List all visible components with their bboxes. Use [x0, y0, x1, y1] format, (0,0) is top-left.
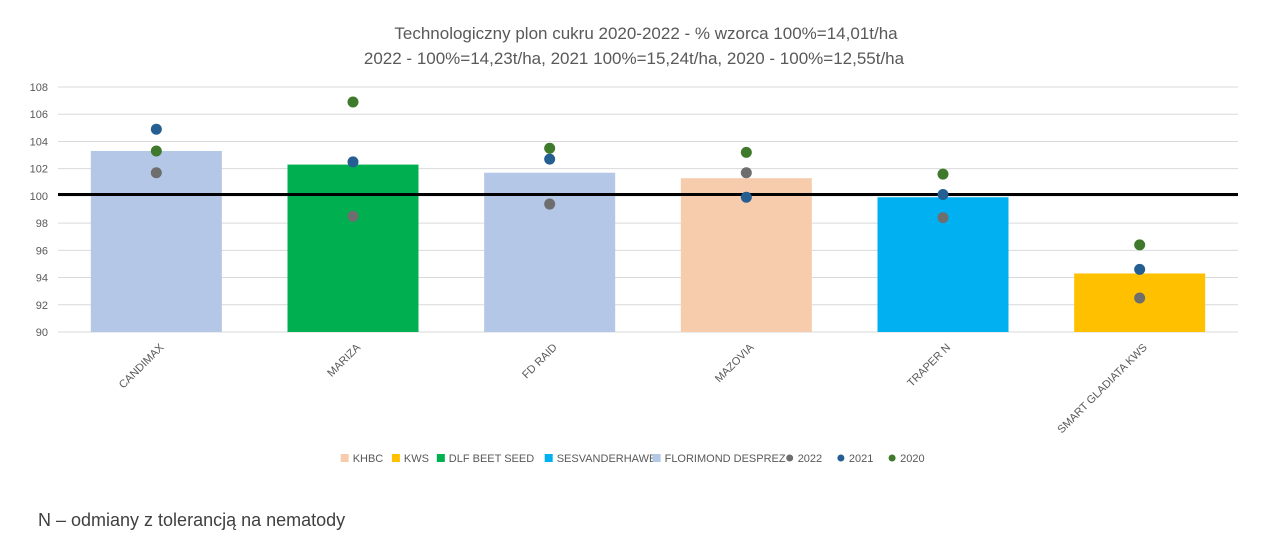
- y-tick-label: 108: [30, 82, 48, 94]
- y-axis: 90 92 94 96 98 100 102 104 106 108: [30, 82, 48, 339]
- legend-label: 2021: [849, 453, 873, 465]
- point-2022: [1134, 292, 1146, 304]
- point-2020: [937, 168, 949, 180]
- legend-dot: [888, 454, 896, 462]
- footnote: N – odmiany z tolerancją na nematody: [38, 510, 346, 530]
- bar: [484, 172, 616, 332]
- point-2022: [544, 198, 556, 210]
- bars: [90, 150, 1206, 332]
- point-2020: [347, 96, 359, 108]
- y-tick-label: 90: [36, 327, 48, 339]
- legend-swatch: [544, 454, 553, 462]
- point-2020: [740, 146, 752, 158]
- y-tick-label: 102: [30, 164, 48, 176]
- legend-swatch: [340, 454, 349, 462]
- y-tick-label: 98: [36, 218, 48, 230]
- legend-label: KWS: [404, 453, 429, 465]
- y-tick-label: 94: [36, 273, 48, 285]
- x-axis: CANDIMAX MARIZA FD RAID MAZOVIA TRAPER N SMAR…: [117, 341, 1150, 436]
- point-2022: [347, 210, 359, 222]
- point-2021: [937, 189, 949, 201]
- point-2021: [150, 123, 162, 135]
- point-2022: [937, 212, 949, 224]
- x-tick-label: MAZOVIA: [713, 341, 757, 385]
- point-2021: [544, 153, 556, 165]
- legend-dot: [786, 454, 794, 462]
- legend-label: SESVANDERHAWE: [557, 453, 657, 465]
- bar: [90, 150, 222, 332]
- y-tick-label: 92: [36, 300, 48, 312]
- legend-swatch: [652, 454, 661, 462]
- legend-label: KHBC: [353, 453, 384, 465]
- bar: [287, 164, 419, 332]
- point-2021: [740, 191, 752, 203]
- legend: KHBC KWS DLF BEET SEED SESVANDERHAWE FLORIMO…: [340, 453, 925, 465]
- x-tick-label: CANDIMAX: [117, 341, 167, 391]
- y-tick-label: 96: [36, 245, 48, 257]
- point-2020: [150, 145, 162, 157]
- x-tick-label: TRAPER N: [905, 342, 953, 390]
- chart-title: Technologiczny plon cukru 2020-2022 - % …: [394, 24, 898, 43]
- point-2020: [1134, 239, 1146, 251]
- legend-swatch: [436, 454, 445, 462]
- point-2020: [544, 142, 556, 154]
- gridlines: [58, 86, 1238, 333]
- legend-label: 2020: [900, 453, 924, 465]
- point-2021: [347, 156, 359, 168]
- y-tick-label: 106: [30, 109, 48, 121]
- y-tick-label: 100: [30, 191, 48, 203]
- x-tick-label: SMART GLADIATA KWS: [1055, 342, 1149, 436]
- legend-swatch: [391, 454, 400, 462]
- bar: [680, 178, 812, 332]
- point-2021: [1134, 263, 1146, 275]
- x-tick-label: MARIZA: [325, 341, 363, 379]
- legend-label: FLORIMOND DESPREZ: [665, 453, 786, 465]
- legend-dot: [837, 454, 845, 462]
- y-tick-label: 104: [30, 136, 48, 148]
- x-tick-label: FD RAID: [520, 342, 560, 382]
- legend-label: DLF BEET SEED: [449, 453, 534, 465]
- point-2022: [150, 167, 162, 179]
- sugar-yield-chart: Technologiczny plon cukru 2020-2022 - % …: [30, 24, 1238, 465]
- chart-subtitle: 2022 - 100%=14,23t/ha, 2021 100%=15,24t/…: [364, 49, 905, 68]
- legend-label: 2022: [798, 453, 822, 465]
- point-2022: [740, 167, 752, 179]
- series-points: [150, 96, 1146, 304]
